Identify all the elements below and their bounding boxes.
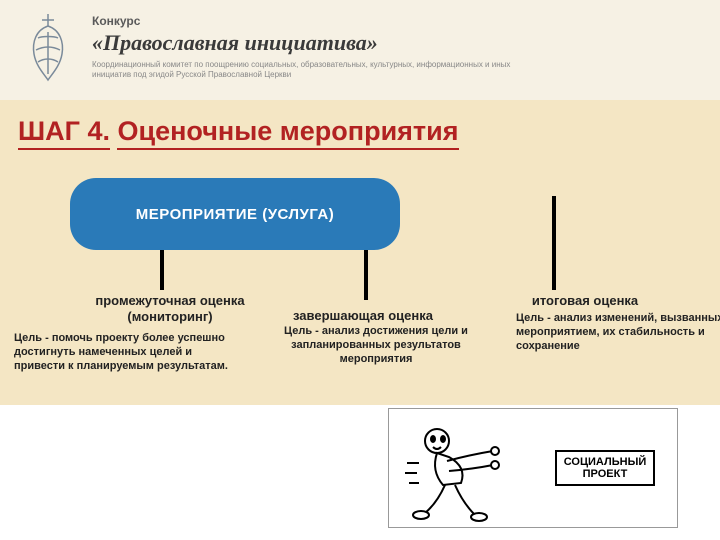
cartoon-sign: СОЦИАЛЬНЫЙ ПРОЕКТ xyxy=(555,450,655,486)
cartoon-figure-icon xyxy=(397,413,547,523)
step-heading: ШАГ 4. Оценочные мероприятия xyxy=(18,116,459,147)
branch-title-2: завершающая оценка xyxy=(238,308,488,324)
header-text: Конкурс «Православная инициатива» Коорди… xyxy=(92,8,702,79)
header-title: «Православная инициатива» xyxy=(92,30,702,56)
branch-desc-2: Цель - анализ достижения цели и запланир… xyxy=(256,325,496,366)
branch-desc-1: Цель - помочь проекту более успешно дост… xyxy=(14,332,234,373)
branch-title-3: итоговая оценка xyxy=(485,293,685,309)
branch-desc-3: Цель - анализ изменений, вызванных мероп… xyxy=(516,312,720,353)
connector-line xyxy=(552,196,556,290)
activity-pill-label: МЕРОПРИЯТИЕ (УСЛУГА) xyxy=(136,206,334,223)
header-bar: Конкурс «Православная инициатива» Коорди… xyxy=(0,0,720,100)
step-title-text: Оценочные мероприятия xyxy=(117,116,458,150)
activity-pill: МЕРОПРИЯТИЕ (УСЛУГА) xyxy=(70,178,400,250)
step-number: ШАГ 4. xyxy=(18,116,110,150)
header-subtitle: Координационный комитет по поощрению соц… xyxy=(92,60,512,79)
logo-icon xyxy=(18,8,78,88)
connector-line xyxy=(364,250,368,300)
cartoon-box: СОЦИАЛЬНЫЙ ПРОЕКТ xyxy=(388,408,678,528)
header-kicker: Конкурс xyxy=(92,14,702,28)
connector-line xyxy=(160,250,164,290)
